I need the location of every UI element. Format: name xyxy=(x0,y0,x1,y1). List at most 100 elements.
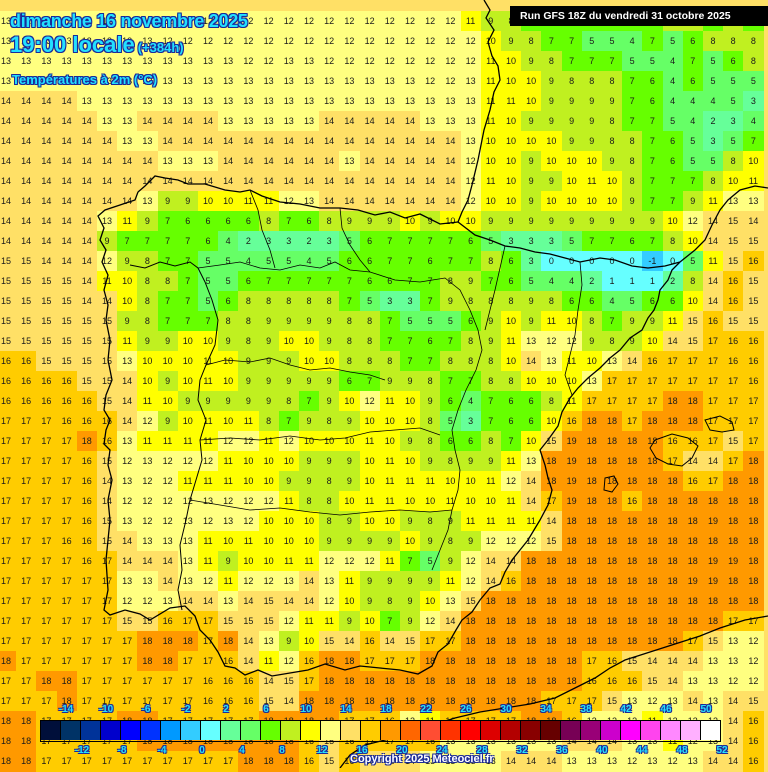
temperature-value: 7 xyxy=(185,236,191,246)
temperature-value: 13 xyxy=(162,156,173,166)
temperature-value: 18 xyxy=(546,656,557,666)
temperature-value: 9 xyxy=(407,516,413,526)
temperature-value: 9 xyxy=(528,156,534,166)
temperature-cell xyxy=(16,171,38,192)
temperature-cell xyxy=(238,131,260,152)
temperature-value: 15 xyxy=(0,256,11,266)
temperature-cell xyxy=(743,151,765,172)
temperature-value: 17 xyxy=(21,496,32,506)
temperature-value: 16 xyxy=(748,376,759,386)
temperature-cell xyxy=(36,471,58,492)
temperature-cell xyxy=(76,91,98,112)
legend-tick-top: -6 xyxy=(141,704,151,715)
temperature-value: 14 xyxy=(122,376,133,386)
temperature-value: 18 xyxy=(748,576,759,586)
temperature-value: 11 xyxy=(748,176,759,186)
temperature-cell xyxy=(76,271,98,292)
temperature-value: 14 xyxy=(445,196,456,206)
temperature-value: 11 xyxy=(122,336,132,346)
temperature-value: 17 xyxy=(182,756,193,766)
temperature-value: 13 xyxy=(324,76,335,86)
temperature-cell xyxy=(16,91,38,112)
temperature-value: 5 xyxy=(690,136,696,146)
temperature-value: 10 xyxy=(505,156,516,166)
temperature-value: 9 xyxy=(609,216,615,226)
temperature-value: 13 xyxy=(263,96,274,106)
temperature-cell xyxy=(157,51,179,72)
temperature-value: 18 xyxy=(748,496,759,506)
temperature-value: 13 xyxy=(303,76,314,86)
temperature-cell xyxy=(36,391,58,412)
temperature-cell xyxy=(76,11,98,32)
temperature-value: 13 xyxy=(243,76,254,86)
temperature-value: 8 xyxy=(589,76,595,86)
temperature-value: 14 xyxy=(404,156,415,166)
temperature-cell xyxy=(56,231,78,252)
temperature-cell xyxy=(157,91,179,112)
temperature-value: 18 xyxy=(728,516,739,526)
temperature-cell xyxy=(258,51,280,72)
temperature-cell xyxy=(541,151,563,172)
temperature-value: 13 xyxy=(364,76,375,86)
temperature-value: 13 xyxy=(162,536,173,546)
temperature-cell xyxy=(16,151,38,172)
temperature-cell xyxy=(56,111,78,132)
temperature-value: 17 xyxy=(687,356,698,366)
temperature-value: 9 xyxy=(326,536,332,546)
temperature-value: 7 xyxy=(649,196,655,206)
temperature-value: 6 xyxy=(205,236,211,246)
temperature-value: 9 xyxy=(468,276,474,286)
temperature-value: 2 xyxy=(245,236,251,246)
temperature-value: 3 xyxy=(286,236,292,246)
temperature-value: 17 xyxy=(21,516,32,526)
temperature-cell xyxy=(177,131,199,152)
temperature-value: 4 xyxy=(690,116,696,126)
temperature-value: 5 xyxy=(286,256,292,266)
legend-tick-bottom: 44 xyxy=(636,745,648,756)
temperature-value: 14 xyxy=(122,196,133,206)
temperature-value: 13 xyxy=(263,636,274,646)
temperature-value: 13 xyxy=(303,96,314,106)
temperature-value: 18 xyxy=(748,596,759,606)
temperature-value: 13 xyxy=(223,56,234,66)
temperature-value: 16 xyxy=(61,376,72,386)
temperature-value: 8 xyxy=(326,476,332,486)
temperature-value: 3 xyxy=(750,96,756,106)
temperature-value: 16 xyxy=(81,416,92,426)
temperature-cell xyxy=(319,71,341,92)
temperature-value: 9 xyxy=(569,116,575,126)
temperature-value: 18 xyxy=(728,496,739,506)
temperature-value: 9 xyxy=(589,96,595,106)
temperature-cell xyxy=(278,11,300,32)
temperature-value: 18 xyxy=(425,656,436,666)
temperature-value: 15 xyxy=(728,316,739,326)
temperature-value: 11 xyxy=(526,516,536,526)
legend-tick-top: 46 xyxy=(660,704,672,715)
temperature-value: 18 xyxy=(586,636,597,646)
temperature-value: 9 xyxy=(528,196,534,206)
temperature-value: 10 xyxy=(526,76,537,86)
temperature-cell xyxy=(218,111,240,132)
temperature-value: 12 xyxy=(748,656,759,666)
temperature-value: 17 xyxy=(586,396,597,406)
temperature-value: 12 xyxy=(465,556,476,566)
temperature-value: 6 xyxy=(225,296,231,306)
temperature-value: 17 xyxy=(101,656,112,666)
temperature-cell xyxy=(662,91,684,112)
temperature-value: 11 xyxy=(385,556,395,566)
temperature-cell xyxy=(0,271,18,292)
temperature-value: 17 xyxy=(61,476,72,486)
temperature-value: 7 xyxy=(488,416,494,426)
temperature-value: 13 xyxy=(425,96,436,106)
temperature-value: 14 xyxy=(303,136,314,146)
temperature-value: 15 xyxy=(546,536,557,546)
temperature-value: 18 xyxy=(344,656,355,666)
temperature-value: 8 xyxy=(629,136,635,146)
temperature-value: 18 xyxy=(546,676,557,686)
temperature-value: 13 xyxy=(142,196,153,206)
temperature-cell xyxy=(420,51,442,72)
temperature-value: 14 xyxy=(223,156,234,166)
temperature-value: 11 xyxy=(203,356,213,366)
temperature-value: 15 xyxy=(81,376,92,386)
temperature-value: 13 xyxy=(182,576,193,586)
